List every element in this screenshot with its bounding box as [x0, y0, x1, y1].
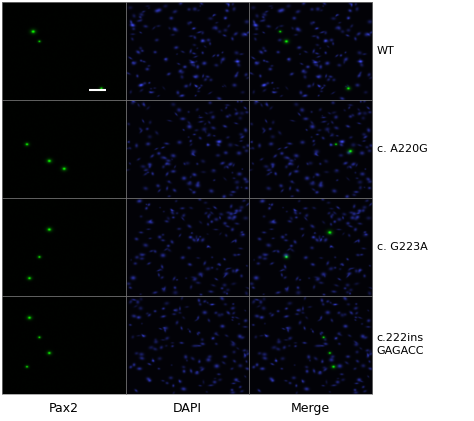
Text: WT: WT [377, 46, 394, 56]
Text: c. G223A: c. G223A [377, 242, 428, 252]
Text: c.222ins
GAGACC: c.222ins GAGACC [377, 333, 424, 356]
Text: c. A220G: c. A220G [377, 144, 428, 154]
Text: Merge: Merge [291, 402, 330, 415]
Text: DAPI: DAPI [173, 402, 202, 415]
Text: Pax2: Pax2 [49, 402, 79, 415]
